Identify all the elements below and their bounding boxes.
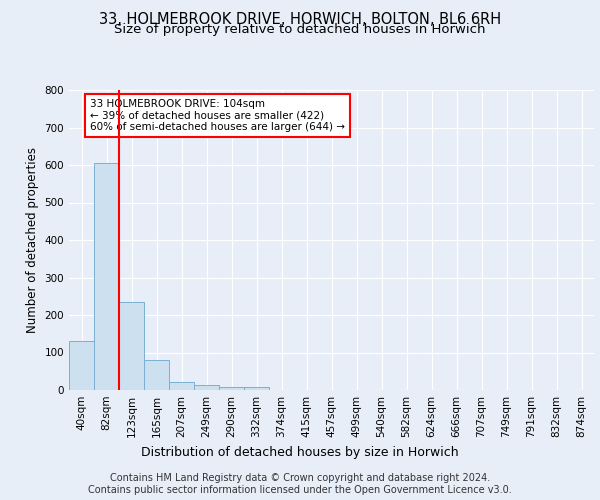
- Text: 33, HOLMEBROOK DRIVE, HORWICH, BOLTON, BL6 6RH: 33, HOLMEBROOK DRIVE, HORWICH, BOLTON, B…: [99, 12, 501, 28]
- Bar: [219, 387, 244, 390]
- Bar: [169, 382, 194, 390]
- Bar: [69, 341, 94, 390]
- Y-axis label: Number of detached properties: Number of detached properties: [26, 147, 39, 333]
- Text: Distribution of detached houses by size in Horwich: Distribution of detached houses by size …: [141, 446, 459, 459]
- Text: 33 HOLMEBROOK DRIVE: 104sqm
← 39% of detached houses are smaller (422)
60% of se: 33 HOLMEBROOK DRIVE: 104sqm ← 39% of det…: [90, 99, 345, 132]
- Text: Size of property relative to detached houses in Horwich: Size of property relative to detached ho…: [114, 22, 486, 36]
- Bar: [119, 302, 144, 390]
- Bar: [194, 385, 219, 390]
- Text: Contains HM Land Registry data © Crown copyright and database right 2024.
Contai: Contains HM Land Registry data © Crown c…: [88, 474, 512, 495]
- Bar: [144, 360, 169, 390]
- Bar: [244, 387, 269, 390]
- Bar: [94, 163, 119, 390]
